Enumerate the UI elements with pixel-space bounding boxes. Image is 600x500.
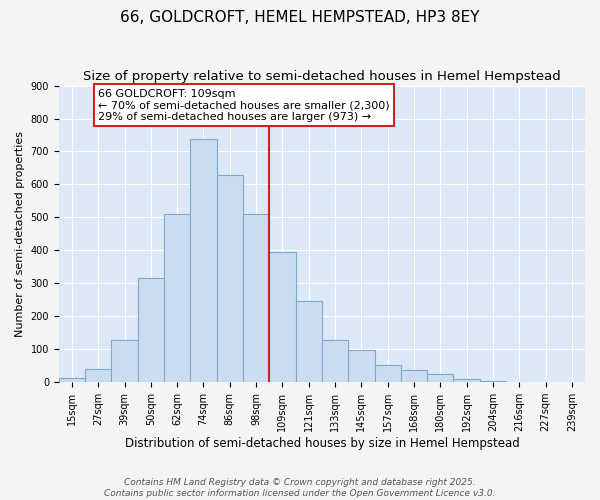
Bar	[138, 278, 164, 382]
Bar	[374, 365, 401, 382]
Bar	[217, 174, 243, 382]
Bar	[269, 252, 296, 382]
Bar	[190, 140, 217, 382]
Bar	[59, 378, 85, 382]
Bar	[164, 214, 190, 382]
X-axis label: Distribution of semi-detached houses by size in Hemel Hempstead: Distribution of semi-detached houses by …	[125, 437, 519, 450]
Bar	[427, 374, 454, 382]
Text: Contains HM Land Registry data © Crown copyright and database right 2025.
Contai: Contains HM Land Registry data © Crown c…	[104, 478, 496, 498]
Text: 66, GOLDCROFT, HEMEL HEMPSTEAD, HP3 8EY: 66, GOLDCROFT, HEMEL HEMPSTEAD, HP3 8EY	[120, 10, 480, 25]
Bar	[296, 302, 322, 382]
Y-axis label: Number of semi-detached properties: Number of semi-detached properties	[15, 131, 25, 337]
Text: 66 GOLDCROFT: 109sqm
← 70% of semi-detached houses are smaller (2,300)
29% of se: 66 GOLDCROFT: 109sqm ← 70% of semi-detac…	[98, 89, 390, 122]
Bar	[401, 370, 427, 382]
Bar	[112, 340, 138, 382]
Bar	[480, 380, 506, 382]
Bar	[85, 369, 112, 382]
Bar	[243, 214, 269, 382]
Bar	[322, 340, 348, 382]
Title: Size of property relative to semi-detached houses in Hemel Hempstead: Size of property relative to semi-detach…	[83, 70, 561, 83]
Bar	[348, 350, 374, 382]
Bar	[454, 379, 480, 382]
